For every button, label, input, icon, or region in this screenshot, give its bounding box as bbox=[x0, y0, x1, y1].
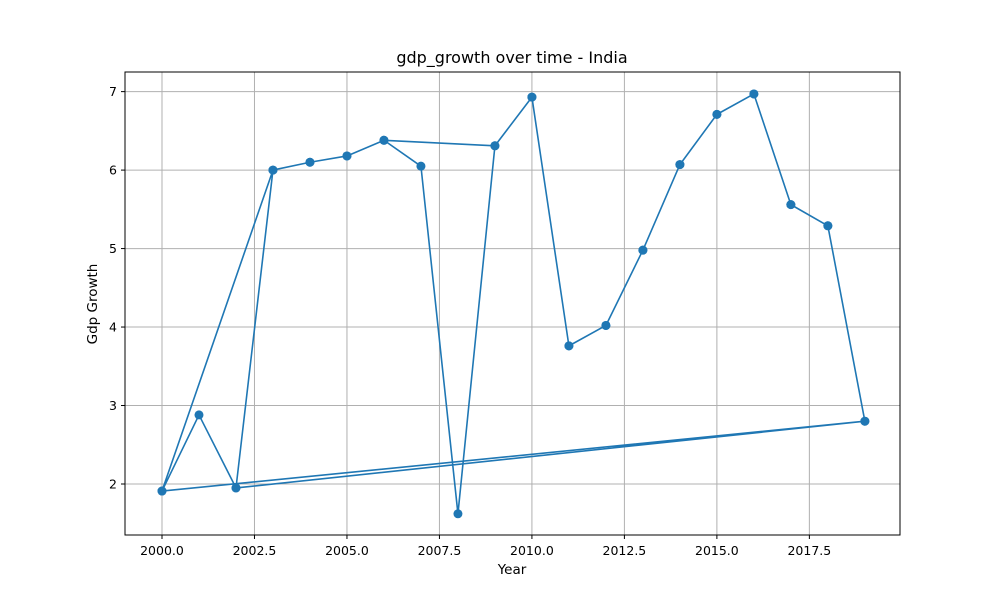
data-point bbox=[786, 200, 796, 210]
x-tick-label: 2007.5 bbox=[418, 543, 462, 558]
x-tick-label: 2010.0 bbox=[510, 543, 554, 558]
data-point bbox=[194, 410, 204, 420]
x-tick-label: 2000.0 bbox=[140, 543, 184, 558]
data-point bbox=[231, 483, 241, 493]
x-axis-label: Year bbox=[497, 562, 527, 578]
x-axis: 2000.0 2002.5 2005.0 2007.5 2010.0 2012.5 2015… bbox=[140, 535, 831, 558]
x-tick-label: 2012.5 bbox=[603, 543, 647, 558]
data-point bbox=[379, 135, 389, 145]
x-tick-label: 2002.5 bbox=[233, 543, 277, 558]
data-point bbox=[823, 221, 833, 231]
data-point bbox=[157, 486, 167, 496]
data-point bbox=[601, 320, 611, 330]
y-tick-label: 5 bbox=[109, 241, 117, 256]
x-tick-label: 2017.5 bbox=[787, 543, 831, 558]
data-point bbox=[416, 161, 426, 171]
data-point bbox=[305, 157, 315, 167]
data-point bbox=[268, 165, 278, 175]
y-axis: 2 3 4 5 6 7 bbox=[109, 84, 125, 491]
y-tick-label: 7 bbox=[109, 84, 117, 99]
data-point bbox=[860, 416, 870, 426]
y-tick-label: 3 bbox=[109, 398, 117, 413]
data-point bbox=[453, 509, 463, 519]
data-point bbox=[490, 141, 500, 151]
data-point bbox=[675, 160, 685, 170]
plot-frame bbox=[124, 71, 901, 536]
y-tick-label: 2 bbox=[109, 476, 117, 491]
data-point bbox=[342, 151, 352, 161]
y-tick-label: 6 bbox=[109, 163, 117, 178]
x-tick-label: 2015.0 bbox=[695, 543, 739, 558]
x-tick-label: 2005.0 bbox=[325, 543, 369, 558]
data-point bbox=[712, 109, 722, 119]
data-point bbox=[638, 245, 648, 255]
grid bbox=[125, 72, 900, 535]
data-point bbox=[749, 89, 759, 99]
chart-title: gdp_growth over time - India bbox=[396, 48, 627, 68]
series-line bbox=[161, 93, 866, 515]
y-axis-label: Gdp Growth bbox=[85, 264, 101, 345]
data-points bbox=[157, 89, 870, 519]
data-point bbox=[527, 92, 537, 102]
data-point bbox=[564, 341, 574, 351]
series-line-layer bbox=[161, 93, 866, 515]
y-tick-label: 4 bbox=[109, 320, 117, 335]
